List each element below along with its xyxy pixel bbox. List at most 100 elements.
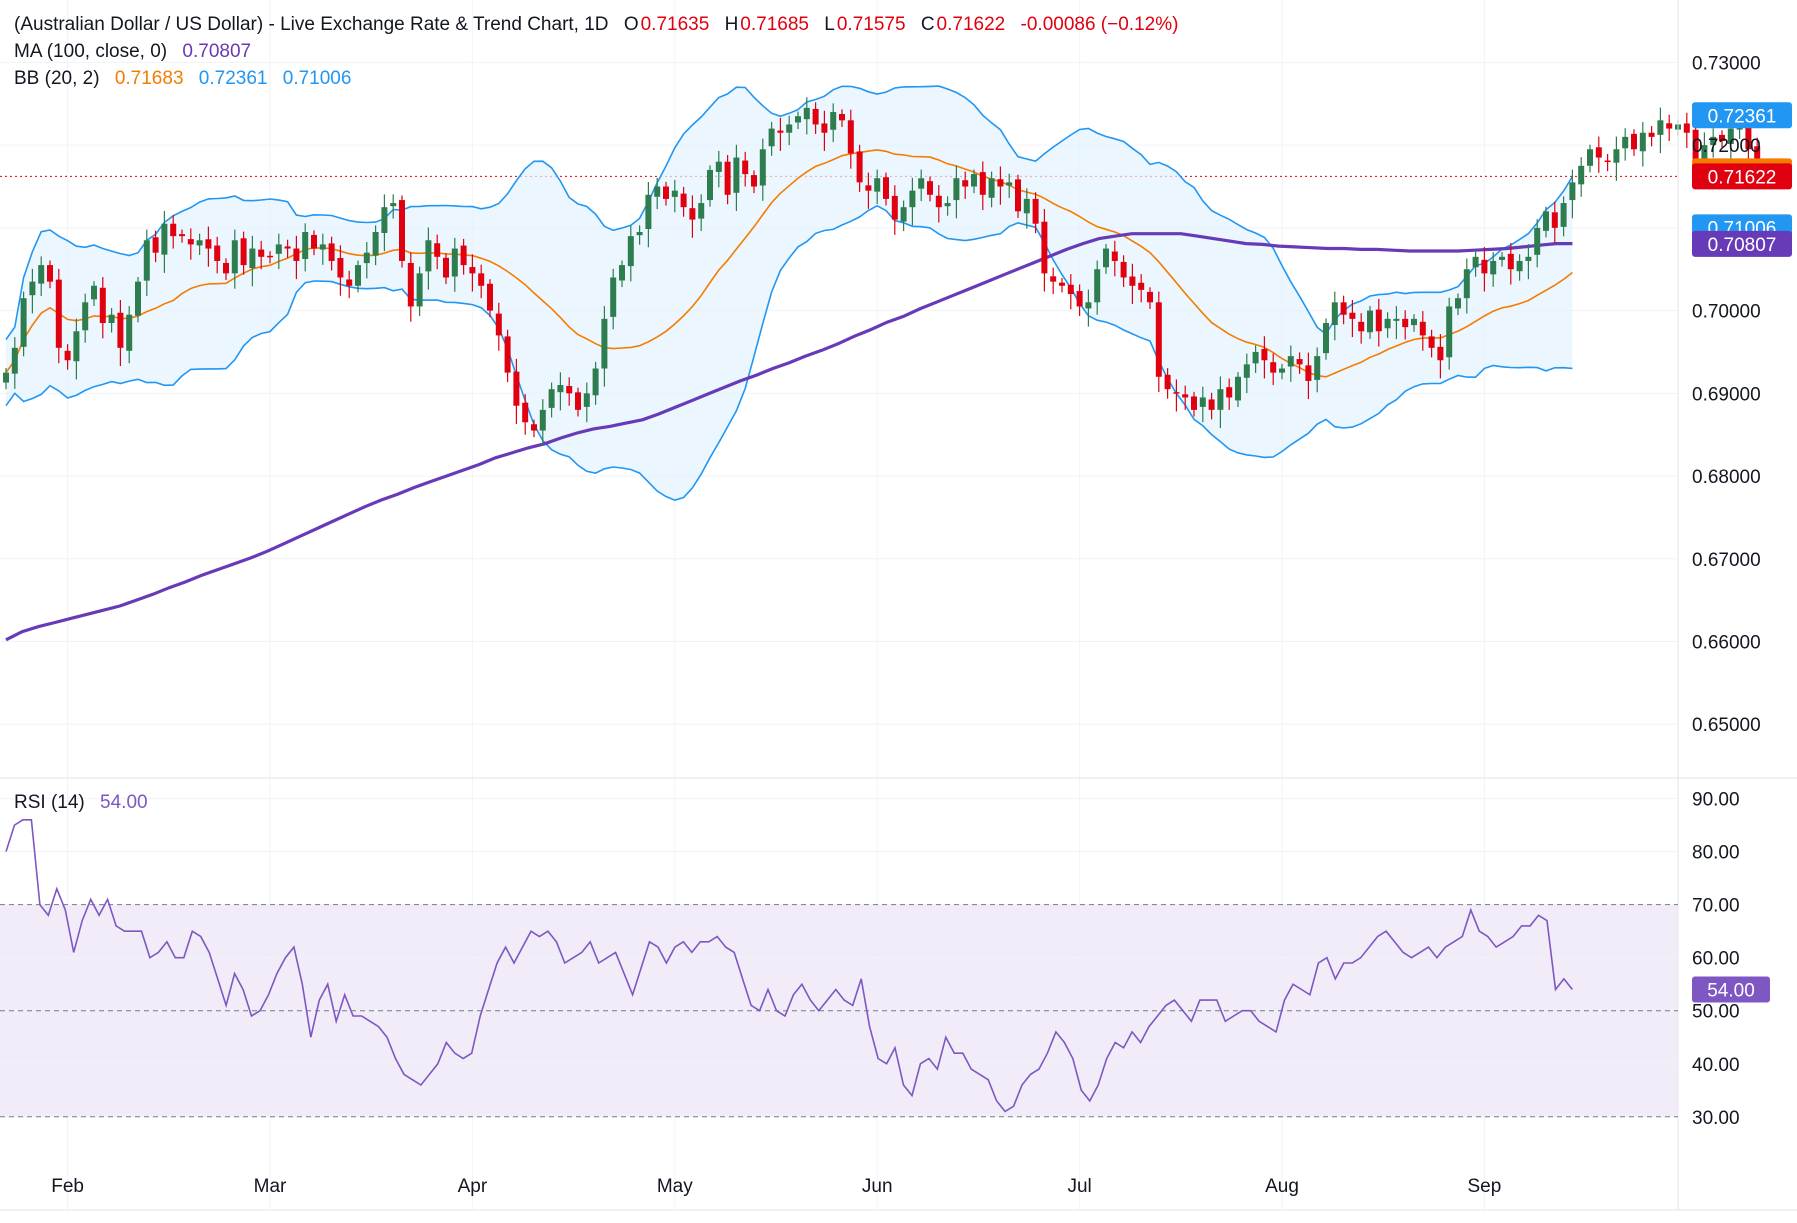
candle-up	[196, 233, 203, 255]
candle-body	[1534, 227, 1541, 255]
candle-body	[55, 279, 62, 348]
candle-body	[302, 232, 309, 259]
candle-down	[170, 215, 177, 249]
price-tick-label: 0.72000	[1692, 136, 1761, 157]
candle-body	[865, 185, 872, 191]
candle-down	[839, 109, 845, 127]
candle-down	[751, 170, 757, 194]
candle-up	[1463, 258, 1470, 314]
candle-body	[1243, 364, 1250, 378]
candle-up	[3, 368, 9, 390]
candle-body	[1032, 198, 1039, 224]
candle-body	[434, 243, 441, 257]
candle-down	[407, 252, 414, 322]
candle-down	[1261, 336, 1268, 379]
candle-body	[1367, 310, 1373, 333]
candle-body	[874, 178, 881, 192]
candle-body	[610, 277, 617, 317]
candle-up	[988, 171, 995, 208]
candle-body	[566, 386, 573, 394]
candle-body	[1155, 302, 1162, 377]
candle-body	[1578, 165, 1585, 185]
candle-down	[522, 394, 529, 435]
candle-body	[91, 285, 97, 300]
candle-body	[311, 234, 317, 249]
candle-body	[1710, 136, 1717, 146]
candle-body	[346, 279, 353, 286]
candle-body	[1261, 348, 1268, 361]
candle-body	[803, 107, 810, 120]
candle-body	[513, 371, 520, 406]
candle-down	[1015, 174, 1021, 218]
candle-down	[1076, 284, 1083, 316]
candle-body	[469, 267, 476, 274]
price-axis-label-text: 0.70807	[1708, 235, 1777, 256]
candle-up	[355, 260, 361, 293]
candle-body	[1235, 376, 1241, 401]
candle-body	[671, 190, 678, 197]
candle-down	[1129, 263, 1136, 304]
candle-up	[1622, 128, 1629, 161]
candle-body	[1419, 321, 1426, 336]
candle-body	[275, 244, 282, 254]
candle-body	[1103, 248, 1109, 268]
candle-body	[1305, 365, 1312, 381]
candle-down	[575, 387, 581, 417]
candle-body	[258, 249, 265, 257]
candle-up	[715, 150, 722, 188]
candle-up	[900, 200, 907, 232]
candle-down	[293, 235, 300, 280]
candle-body	[1147, 291, 1153, 303]
candle-up	[1279, 363, 1285, 380]
candle-body	[381, 207, 388, 233]
candle-up	[319, 233, 326, 265]
candle-body	[487, 283, 493, 311]
candle-body	[777, 130, 784, 133]
candle-down	[478, 264, 485, 299]
candle-down	[847, 109, 854, 169]
candle-up	[1639, 122, 1646, 167]
candle-up	[451, 237, 458, 292]
candle-body	[1525, 256, 1532, 261]
candle-body	[1076, 291, 1083, 307]
candle-down	[179, 229, 185, 243]
candle-down	[1683, 112, 1690, 149]
high-label: H	[724, 14, 739, 35]
candle-body	[293, 248, 300, 261]
candle-up	[1199, 386, 1206, 423]
candle-up	[627, 225, 634, 282]
candle-body	[900, 207, 907, 222]
price-tick-label: 0.65000	[1692, 715, 1761, 736]
rsi-tick-label: 70.00	[1692, 896, 1740, 917]
rsi-tick-label: 60.00	[1692, 949, 1740, 970]
price-axis-label-text: 0.72361	[1708, 106, 1777, 127]
candle-down	[883, 172, 889, 206]
candle-body	[3, 372, 9, 383]
candle-up	[944, 196, 951, 216]
candle-body	[988, 178, 995, 198]
candle-body	[1402, 318, 1409, 328]
bb-lower-value: 0.71006	[282, 68, 352, 89]
candle-body	[73, 331, 80, 362]
price-axis-label: 0.72361	[1692, 102, 1792, 129]
candle-body	[1569, 182, 1576, 201]
candle-body	[1437, 346, 1444, 361]
candle-up	[1534, 219, 1541, 268]
candle-body	[953, 178, 960, 201]
candle-body	[495, 313, 502, 336]
candle-up	[1235, 372, 1241, 408]
candle-up	[363, 241, 370, 279]
candle-body	[1129, 276, 1136, 286]
candle-body	[135, 281, 141, 316]
candle-up	[592, 361, 599, 405]
candle-body	[223, 262, 229, 274]
candle-up	[1446, 297, 1453, 370]
candle-body	[416, 273, 423, 307]
candle-down	[64, 344, 71, 370]
candle-down	[935, 185, 942, 223]
candle-body	[1023, 198, 1030, 214]
candle-up	[733, 144, 740, 211]
time-tick-label: Mar	[254, 1176, 287, 1197]
candle-up	[302, 223, 309, 272]
